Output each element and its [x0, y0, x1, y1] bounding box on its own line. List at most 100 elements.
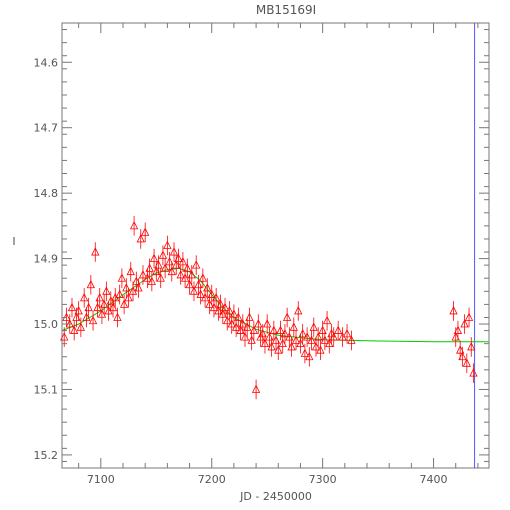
data-point: [80, 288, 89, 308]
data-point: [265, 327, 274, 347]
data-point: [305, 346, 314, 367]
data-point: [84, 297, 93, 318]
x-tick-label: 7200: [198, 473, 226, 486]
data-point: [124, 288, 133, 308]
data-point: [462, 353, 471, 374]
data-point: [176, 265, 185, 285]
data-point: [102, 281, 111, 302]
data-point: [196, 284, 205, 305]
data-point: [88, 310, 98, 331]
data-point: [147, 271, 156, 292]
data-point: [145, 258, 154, 279]
data-point: [274, 340, 283, 361]
data-point: [322, 310, 332, 331]
x-axis-ticks: 7100 7200 7300 7400: [78, 23, 479, 486]
data-point: [238, 314, 247, 334]
plot-frame: [61, 22, 490, 469]
data-point: [141, 222, 150, 243]
data-point: [67, 297, 77, 318]
data-point: [449, 301, 458, 321]
data-point: [163, 235, 172, 256]
data-point: [189, 281, 199, 302]
data-point: [220, 297, 230, 318]
y-tick-label: 15.1: [34, 383, 59, 396]
data-point: [258, 324, 267, 344]
data-point: [285, 327, 294, 347]
data-point: [260, 333, 270, 354]
data-points: [60, 216, 478, 400]
data-point: [174, 248, 183, 269]
data-point: [251, 379, 261, 400]
data-point: [203, 278, 212, 298]
data-point: [329, 327, 338, 347]
data-point: [158, 245, 168, 266]
data-point: [263, 314, 272, 334]
data-point: [86, 274, 95, 295]
data-point: [302, 327, 312, 347]
data-point: [183, 258, 192, 279]
data-point: [245, 307, 254, 328]
data-point: [307, 330, 316, 351]
data-point: [254, 314, 263, 334]
data-point: [458, 346, 467, 367]
data-point: [126, 261, 135, 282]
data-point: [225, 301, 234, 321]
data-point: [469, 363, 478, 383]
data-point: [167, 261, 176, 282]
data-point: [113, 307, 122, 328]
data-point: [212, 288, 221, 308]
y-axis-label: I: [12, 235, 15, 248]
data-point: [149, 248, 159, 269]
data-point: [95, 288, 104, 308]
data-point: [122, 278, 131, 298]
data-point: [316, 340, 325, 361]
data-point: [282, 307, 292, 328]
data-point: [298, 324, 307, 344]
y-tick-label: 14.8: [34, 187, 59, 200]
data-point: [198, 268, 208, 289]
data-point: [314, 327, 323, 347]
chart-title: MB15169I: [256, 3, 316, 17]
data-point: [269, 320, 278, 341]
data-point: [115, 284, 124, 305]
data-point: [453, 320, 463, 341]
data-point: [460, 314, 469, 334]
data-point: [154, 255, 163, 275]
data-point: [99, 294, 109, 315]
data-point: [267, 337, 276, 357]
x-tick-label: 7400: [420, 473, 448, 486]
data-point: [138, 265, 148, 285]
y-tick-label: 14.9: [34, 253, 59, 266]
y-tick-label: 14.7: [34, 122, 59, 135]
data-point: [207, 284, 216, 305]
data-point: [464, 307, 474, 328]
x-tick-label: 7100: [87, 473, 115, 486]
data-point: [136, 229, 145, 249]
data-point: [178, 252, 188, 272]
data-point: [334, 320, 343, 341]
data-point: [291, 330, 301, 351]
x-axis-label: JD - 2450000: [239, 490, 312, 503]
data-point: [347, 330, 356, 351]
data-point: [156, 268, 165, 289]
data-point: [76, 317, 86, 338]
data-point: [194, 274, 203, 295]
y-tick-label: 14.6: [34, 56, 59, 69]
data-point: [467, 337, 476, 357]
data-point: [289, 317, 298, 338]
data-point: [229, 304, 239, 325]
data-point: [187, 265, 196, 285]
data-point: [165, 252, 174, 272]
data-point: [249, 320, 259, 341]
data-point: [342, 324, 352, 344]
data-point: [91, 242, 100, 262]
data-point: [160, 258, 170, 279]
data-point: [216, 294, 225, 315]
y-tick-label: 15.0: [34, 318, 59, 331]
data-point: [192, 255, 201, 275]
data-point: [70, 320, 79, 341]
x-tick-label: 7300: [309, 473, 337, 486]
data-point: [271, 330, 281, 351]
data-point: [119, 294, 129, 315]
data-point: [117, 268, 127, 289]
